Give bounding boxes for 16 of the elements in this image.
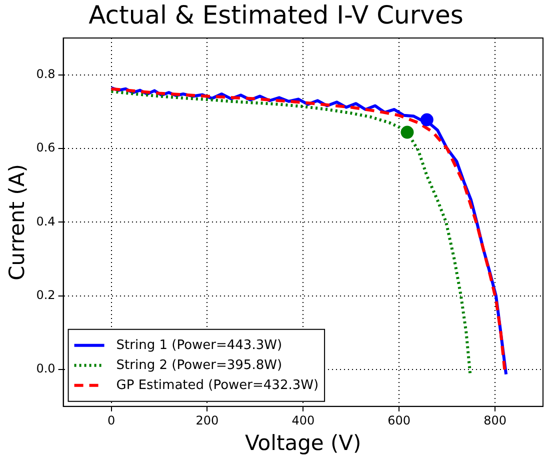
y-axis-title: Current (A) <box>5 164 30 280</box>
legend-label: GP Estimated (Power=432.3W) <box>116 378 319 393</box>
y-tick-label: 0.6 <box>36 140 56 155</box>
legend-label: String 2 (Power=395.8W) <box>116 358 282 373</box>
y-tick-label: 0.2 <box>36 288 56 302</box>
y-tick-label: 0.8 <box>36 66 56 81</box>
x-tick-label: 800 <box>484 414 506 428</box>
x-tick-label: 0 <box>107 414 116 428</box>
x-tick-label: 200 <box>196 414 219 428</box>
chart-title: Actual & Estimated I-V Curves <box>88 0 464 30</box>
x-tick-label: 600 <box>388 414 411 428</box>
legend-label: String 1 (Power=443.3W) <box>116 338 282 353</box>
y-tick-label: 0.0 <box>36 362 56 376</box>
x-tick-label: 400 <box>292 414 315 428</box>
x-axis-title: Voltage (V) <box>245 430 362 455</box>
y-tick-label: 0.4 <box>36 214 56 228</box>
